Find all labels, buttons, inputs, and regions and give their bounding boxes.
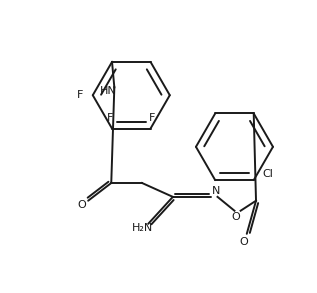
- Text: O: O: [232, 212, 240, 222]
- Text: Cl: Cl: [262, 169, 273, 179]
- Text: HN: HN: [100, 86, 117, 96]
- Text: F: F: [107, 113, 114, 123]
- Text: F: F: [77, 90, 84, 100]
- Text: N: N: [212, 186, 220, 196]
- Text: F: F: [149, 113, 155, 123]
- Text: O: O: [239, 236, 248, 246]
- Text: O: O: [78, 200, 86, 210]
- Text: H₂N: H₂N: [132, 223, 153, 233]
